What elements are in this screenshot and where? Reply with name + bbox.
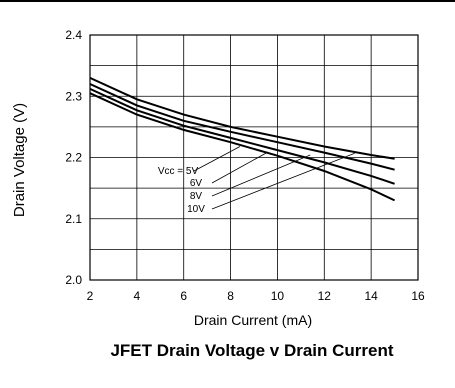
series-line-1 xyxy=(89,83,395,171)
y-axis-label: Drain Voltage (V) xyxy=(11,103,28,217)
y-tick-label: 2.0 xyxy=(65,273,82,287)
annotation-leader-line xyxy=(211,152,355,210)
y-tick-labels: 2.0 2.1 2.2 2.3 2.4 xyxy=(65,28,82,287)
series-annotation-label: 10V xyxy=(187,204,205,215)
series-annotation-label: 6V xyxy=(190,178,203,189)
x-axis-label: Drain Current (mA) xyxy=(194,312,312,328)
y-tick-label: 2.3 xyxy=(65,89,82,103)
series-annotation-label: 8V xyxy=(190,191,203,202)
top-rule xyxy=(0,0,455,2)
series-lines xyxy=(89,76,396,202)
chart-title: JFET Drain Voltage v Drain Current xyxy=(110,341,393,360)
x-tick-label: 2 xyxy=(87,289,94,303)
x-tick-label: 10 xyxy=(271,289,285,303)
annotation-leader-line xyxy=(193,146,241,172)
series-line-2 xyxy=(89,87,395,185)
x-tick-label: 8 xyxy=(227,289,234,303)
y-tick-label: 2.2 xyxy=(65,151,82,165)
series-annotation-label: Vcc = 5V xyxy=(158,166,199,177)
x-tick-label: 14 xyxy=(364,289,378,303)
x-tick-label: 12 xyxy=(318,289,332,303)
series-line-0 xyxy=(89,76,395,160)
x-tick-label: 4 xyxy=(134,289,141,303)
annotation-leader-line xyxy=(211,154,311,197)
x-tick-labels: 2 4 6 8 10 12 14 16 xyxy=(87,289,425,303)
plot-frame xyxy=(89,34,419,281)
x-tick-label: 16 xyxy=(411,289,425,303)
y-tick-label: 2.1 xyxy=(65,212,82,226)
y-tick-label: 2.4 xyxy=(65,28,82,42)
x-tick-label: 6 xyxy=(180,289,187,303)
annotation-leader-line xyxy=(211,151,269,184)
series-line-3 xyxy=(89,92,396,202)
grid xyxy=(89,34,419,281)
